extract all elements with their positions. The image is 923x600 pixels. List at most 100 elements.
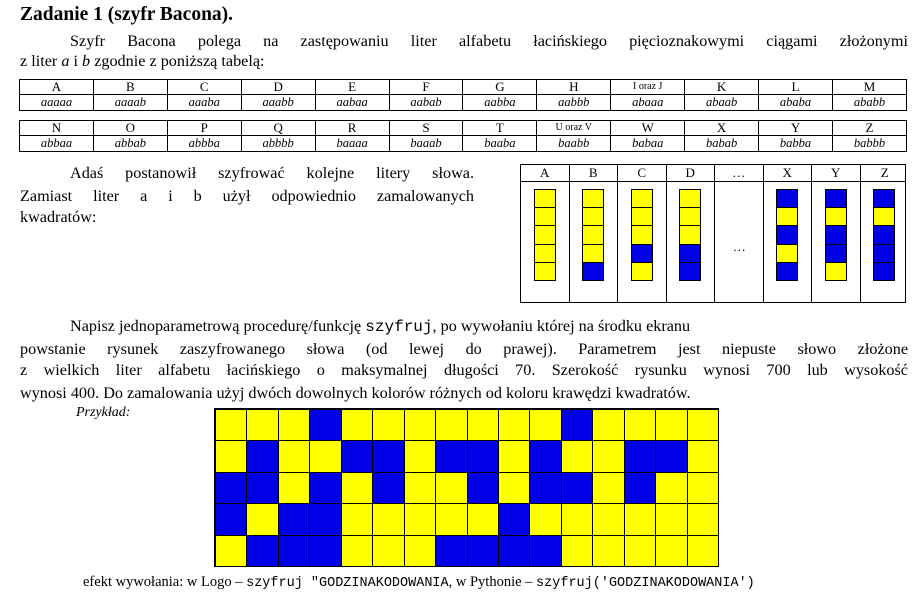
yellow-square bbox=[497, 471, 531, 505]
blue-square bbox=[582, 261, 605, 281]
yellow-square bbox=[215, 440, 248, 473]
yellow-square bbox=[582, 225, 605, 245]
yellow-square bbox=[372, 534, 405, 567]
cipher-code-cell: aaabb bbox=[240, 94, 316, 111]
yellow-square bbox=[403, 409, 437, 442]
yellow-square bbox=[533, 225, 556, 245]
yellow-square bbox=[582, 189, 605, 209]
encoding-column-divider bbox=[811, 181, 812, 302]
yellow-square bbox=[592, 409, 625, 442]
blue-square bbox=[309, 534, 342, 567]
example-label: Przykład: bbox=[76, 405, 131, 420]
yellow-square bbox=[372, 409, 405, 442]
cipher-code-cell: ababb bbox=[831, 94, 908, 111]
blue-square bbox=[560, 471, 594, 505]
cipher-code-cell: abbab bbox=[92, 135, 168, 152]
cipher-letter-cell: D bbox=[240, 79, 316, 95]
task-title: Zadanie 1 (szyfr Bacona). bbox=[20, 4, 234, 25]
yellow-square bbox=[873, 207, 896, 227]
encoding-header-cell: A bbox=[521, 165, 570, 181]
cipher-code-cell: abaab bbox=[684, 94, 760, 111]
yellow-square bbox=[592, 534, 625, 567]
blue-square bbox=[340, 440, 374, 473]
cipher-code-cell: aabab bbox=[388, 94, 464, 111]
cipher-code-cell: abbaa bbox=[19, 135, 94, 152]
yellow-square bbox=[466, 409, 499, 442]
cipher-code-cell: babbb bbox=[831, 135, 908, 152]
blue-square bbox=[466, 471, 499, 505]
cipher-letter-cell: B bbox=[92, 79, 168, 95]
cipher-letter-cell: H bbox=[536, 79, 612, 95]
yellow-square bbox=[655, 409, 688, 442]
encoding-ellipsis: … bbox=[732, 239, 746, 254]
cipher-code-cell: aabbb bbox=[536, 94, 612, 111]
cipher-code-cell: baaab bbox=[388, 135, 464, 152]
blue-square bbox=[623, 440, 657, 473]
encoding-header-cell: C bbox=[618, 165, 667, 181]
blue-square bbox=[655, 440, 688, 473]
yellow-square bbox=[560, 503, 594, 536]
blue-square bbox=[529, 534, 562, 567]
yellow-square bbox=[215, 409, 248, 442]
cipher-letter-cell: K bbox=[684, 79, 760, 95]
blue-square bbox=[824, 243, 847, 263]
blue-square bbox=[309, 471, 342, 505]
yellow-square bbox=[686, 440, 719, 473]
cipher-letter-cell: U oraz V bbox=[536, 120, 612, 136]
yellow-square bbox=[340, 503, 374, 536]
cipher-code-cell: abbbb bbox=[240, 135, 316, 152]
blue-square bbox=[873, 243, 896, 263]
yellow-square bbox=[623, 503, 657, 536]
blue-square bbox=[873, 225, 896, 245]
yellow-square bbox=[277, 440, 311, 473]
yellow-square bbox=[630, 189, 653, 209]
cipher-code-cell: abaaa bbox=[610, 94, 686, 111]
yellow-square bbox=[435, 471, 468, 505]
cipher-letter-cell: G bbox=[462, 79, 538, 95]
yellow-square bbox=[403, 534, 437, 567]
cipher-codes-row: aaaaa aaaab aaaba aaabb aabaa aabab aabba aabbb… bbox=[19, 94, 908, 111]
encoding-column-b bbox=[582, 189, 605, 281]
blue-square bbox=[529, 440, 562, 473]
blue-square bbox=[824, 225, 847, 245]
example-grid bbox=[215, 409, 719, 567]
blue-square bbox=[529, 471, 562, 505]
yellow-square bbox=[533, 207, 556, 227]
task-line-1: Napisz jednoparametrową procedurę/funkcj… bbox=[70, 317, 691, 336]
blue-square bbox=[246, 440, 279, 473]
cipher-codes-row: abbaa abbab abbba abbbb baaaa baaab baaba baabb… bbox=[19, 135, 908, 152]
yellow-square bbox=[435, 503, 468, 536]
cipher-letter-cell: C bbox=[166, 79, 242, 95]
blue-square bbox=[309, 503, 342, 536]
cipher-code-cell: aaaaa bbox=[19, 94, 94, 111]
encoding-column-divider bbox=[762, 181, 764, 302]
cipher-letter-cell: R bbox=[314, 120, 390, 136]
cipher-letter-cell: X bbox=[684, 120, 760, 136]
cipher-letter-cell: M bbox=[831, 79, 908, 95]
yellow-square bbox=[340, 409, 374, 442]
cipher-letter-cell: W bbox=[610, 120, 686, 136]
yellow-square bbox=[215, 534, 248, 567]
blue-square bbox=[776, 225, 799, 245]
yellow-square bbox=[686, 534, 719, 567]
example-drawing bbox=[214, 408, 719, 567]
yellow-square bbox=[533, 261, 556, 281]
cipher-code-cell: babaa bbox=[610, 135, 686, 152]
blue-square bbox=[466, 440, 499, 473]
yellow-square bbox=[403, 440, 437, 473]
yellow-square bbox=[630, 261, 653, 281]
cipher-code-cell: baaaa bbox=[314, 135, 390, 152]
yellow-square bbox=[529, 503, 562, 536]
yellow-square bbox=[497, 409, 531, 442]
description-line-3: kwadratów: bbox=[20, 208, 97, 226]
cipher-letter-cell: L bbox=[758, 79, 833, 95]
blue-square bbox=[679, 261, 702, 281]
encoding-table-header: A B C D… X Y Z bbox=[521, 165, 905, 182]
encoding-column-divider bbox=[859, 181, 861, 302]
blue-square bbox=[246, 471, 279, 505]
cipher-letter-cell: S bbox=[388, 120, 464, 136]
encoding-column-divider bbox=[714, 181, 715, 302]
yellow-square bbox=[592, 471, 625, 505]
encoding-header-cell: X bbox=[764, 165, 812, 181]
